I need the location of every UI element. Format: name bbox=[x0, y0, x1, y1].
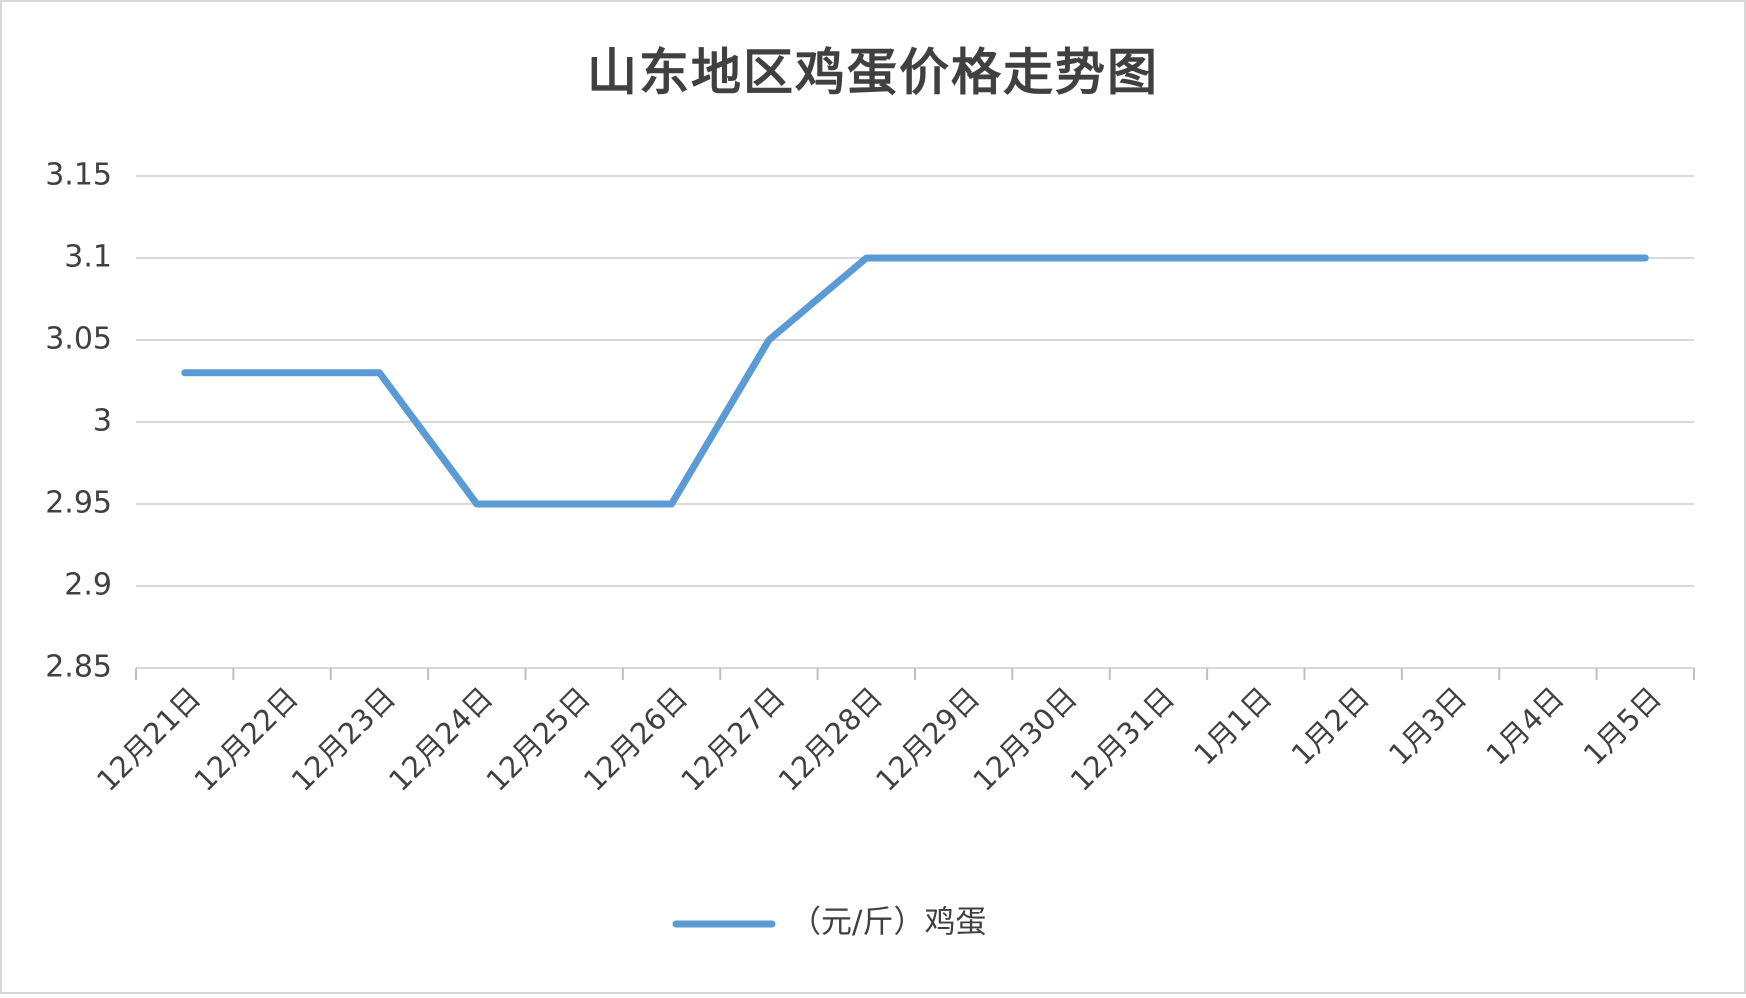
y-tick-label: 3.1 bbox=[64, 240, 112, 275]
y-tick-label: 3.15 bbox=[45, 158, 112, 193]
y-tick-label: 2.95 bbox=[45, 486, 112, 521]
y-tick-label: 3 bbox=[93, 404, 112, 439]
y-tick-label: 3.05 bbox=[45, 322, 112, 357]
y-tick-label: 2.9 bbox=[64, 568, 112, 603]
y-tick-label: 2.85 bbox=[45, 650, 112, 685]
legend-label: （元/斤）鸡蛋 bbox=[790, 905, 986, 941]
line-series bbox=[181, 254, 1649, 508]
chart-title: 山东地区鸡蛋价格走势图 bbox=[587, 44, 1159, 102]
